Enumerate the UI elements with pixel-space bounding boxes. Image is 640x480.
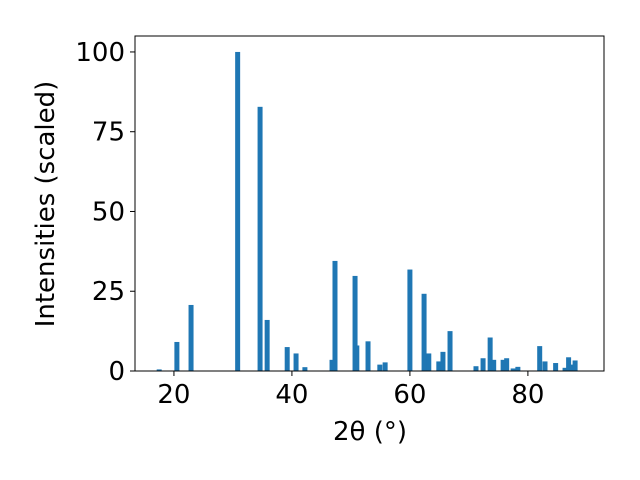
bar [293,353,299,371]
bar [284,347,290,371]
bar [447,331,453,371]
bar [377,364,383,371]
bar [569,364,575,371]
bar [188,304,194,371]
bar [426,353,432,371]
bar [562,367,568,371]
bar [421,293,427,371]
bar [480,358,486,371]
bar [352,275,358,371]
bar [440,351,446,371]
x-tick-label: 20 [157,380,190,410]
x-tick-label: 40 [275,380,308,410]
y-tick-label: 25 [92,277,125,307]
bar [553,363,559,371]
bar [156,369,162,371]
y-tick-label: 75 [92,118,125,148]
y-tick-label: 0 [108,357,125,387]
bar [537,346,543,371]
bar [542,361,548,371]
x-axis-label: 2θ (°) [333,417,407,447]
bar [515,366,521,371]
y-tick-label: 50 [92,197,125,227]
plot-frame [134,35,605,372]
bar [235,51,241,371]
bar [500,359,506,371]
x-tick-label: 60 [393,380,426,410]
bar [566,357,572,371]
x-tick-label: 80 [511,380,544,410]
y-axis-label: Intensities (scaled) [31,81,61,328]
bar [510,368,516,371]
bar [407,269,413,371]
bar [572,360,578,371]
bar [436,361,442,371]
bar [473,366,479,371]
bar [365,341,371,371]
bar [332,260,338,371]
y-tick-label: 100 [75,38,125,68]
bar [257,106,263,371]
bar [302,367,308,371]
bar [491,359,497,371]
bar [174,341,180,371]
bar [264,319,270,371]
bar [382,362,388,371]
bar [329,359,335,371]
bar [354,345,360,371]
bar [487,337,493,371]
bar [504,358,510,371]
